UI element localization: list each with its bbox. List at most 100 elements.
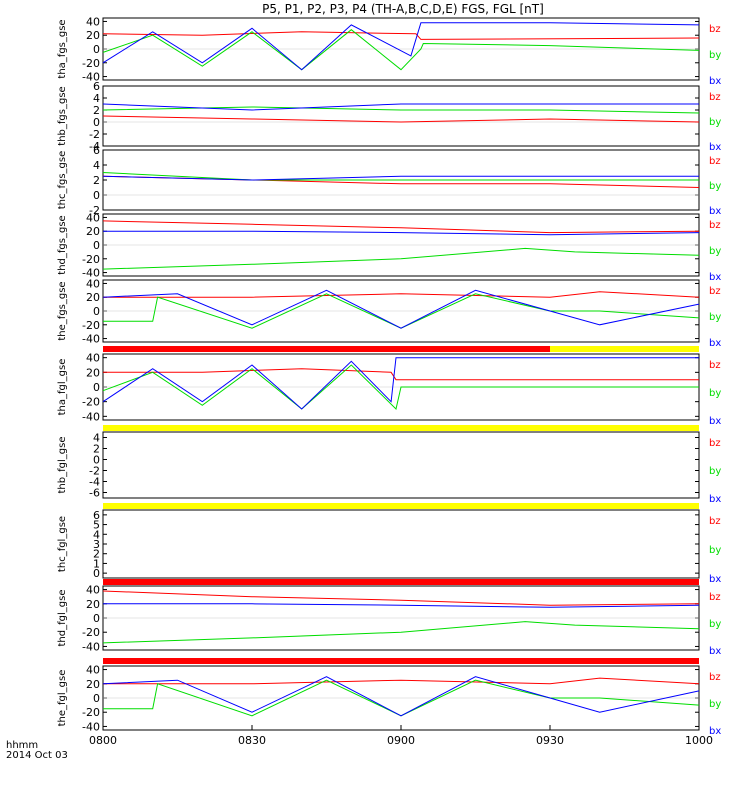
y-tick-label: 20 bbox=[86, 225, 100, 238]
series-bz bbox=[103, 368, 699, 381]
legend-bz: bz bbox=[709, 360, 721, 371]
status-bar-red bbox=[103, 579, 699, 585]
y-tick-label: 1 bbox=[93, 557, 100, 570]
series-bz bbox=[102, 220, 700, 234]
y-tick-label: -20 bbox=[82, 253, 100, 266]
panel-3: 6 4 2 0 -2 thc_fgs_gse bz by bx bbox=[57, 144, 721, 217]
y-axis-label: thd_fgs_gse bbox=[57, 215, 68, 274]
legend-by: by bbox=[709, 545, 721, 556]
legend-by: by bbox=[709, 312, 721, 323]
y-tick-label: 4 bbox=[93, 432, 100, 445]
y-tick-label: 20 bbox=[86, 366, 100, 379]
legend-bx: bx bbox=[709, 272, 721, 283]
status-bar-yellow bbox=[103, 503, 699, 509]
series-by bbox=[102, 621, 700, 644]
series-bx bbox=[102, 22, 700, 71]
series-bz bbox=[103, 291, 700, 298]
x-tick-label: 0900 bbox=[387, 734, 415, 747]
y-tick-label: -20 bbox=[82, 319, 100, 332]
y-tick-label: 40 bbox=[86, 15, 100, 28]
y-tick-label: 20 bbox=[86, 291, 100, 304]
y-tick-label: 0 bbox=[93, 567, 100, 580]
legend-bz: bz bbox=[709, 220, 721, 231]
y-tick-label: 2 bbox=[93, 548, 100, 561]
panel-7: 420-2-4-6 thb_fgl_gse bz by bx bbox=[57, 431, 721, 505]
y-tick-label: 0 bbox=[93, 612, 100, 625]
series-by bbox=[102, 29, 700, 71]
y-tick-label: 40 bbox=[86, 584, 100, 597]
series-bz bbox=[102, 590, 700, 606]
legend-by: by bbox=[709, 388, 721, 399]
series-bx bbox=[102, 676, 700, 717]
y-tick-label: 4 bbox=[93, 528, 100, 541]
legend-bz: bz bbox=[709, 156, 721, 167]
legend-bz: bz bbox=[709, 286, 721, 297]
legend-bx: bx bbox=[709, 142, 721, 153]
y-axis-label: thb_fgs_gse bbox=[57, 86, 68, 145]
y-tick-label: -20 bbox=[82, 626, 100, 639]
legend-by: by bbox=[709, 466, 721, 477]
y-tick-label: 6 bbox=[93, 80, 100, 93]
y-tick-label: -20 bbox=[82, 396, 100, 409]
series-bz bbox=[103, 677, 700, 685]
legend-bx: bx bbox=[709, 726, 721, 737]
y-tick-label: 0 bbox=[93, 239, 100, 252]
x-tick-label: 0930 bbox=[536, 734, 564, 747]
series-bx bbox=[102, 289, 700, 329]
x-tick-label: 0830 bbox=[238, 734, 266, 747]
legend-by: by bbox=[709, 619, 721, 630]
y-axis-label: the_fgs_gse bbox=[57, 281, 68, 340]
status-bar-yellow bbox=[103, 425, 699, 431]
y-tick-label: -40 bbox=[82, 720, 100, 733]
series-bz bbox=[102, 175, 700, 188]
y-tick-label: -4 bbox=[89, 476, 100, 489]
y-tick-label: 0 bbox=[93, 381, 100, 394]
legend-bx: bx bbox=[709, 646, 721, 657]
legend-bz: bz bbox=[709, 672, 721, 683]
y-tick-label: -40 bbox=[82, 410, 100, 423]
y-axis-label: tha_fgs_gse bbox=[57, 19, 68, 78]
y-tick-label: 4 bbox=[93, 159, 100, 172]
legend-bx: bx bbox=[709, 416, 721, 427]
series-by bbox=[102, 172, 699, 181]
y-axis-label: thd_fgl_gse bbox=[57, 590, 68, 647]
y-tick-label: -40 bbox=[82, 333, 100, 346]
y-tick-label: 6 bbox=[93, 509, 100, 522]
y-tick-label: -20 bbox=[82, 57, 100, 70]
y-tick-label: -4 bbox=[89, 140, 100, 153]
legend-bx: bx bbox=[709, 206, 721, 217]
legend-by: by bbox=[709, 50, 721, 61]
y-axis-label: the_fgl_gse bbox=[57, 670, 68, 727]
y-tick-label: 4 bbox=[93, 92, 100, 105]
x-tick-label: 1000 bbox=[685, 734, 713, 747]
legend-bx: bx bbox=[709, 574, 721, 585]
x-axis: 0800 0830 0900 0930 1000 bbox=[89, 725, 713, 747]
series-by bbox=[103, 293, 700, 329]
series-bz bbox=[102, 31, 700, 40]
y-tick-label: 2 bbox=[93, 104, 100, 117]
y-tick-label: -2 bbox=[89, 204, 100, 217]
y-tick-label: -40 bbox=[82, 71, 100, 84]
series-by bbox=[103, 679, 700, 717]
y-tick-label: -40 bbox=[82, 267, 100, 280]
legend-bz: bz bbox=[709, 516, 721, 527]
y-tick-label: 20 bbox=[86, 678, 100, 691]
series-bx bbox=[102, 103, 699, 111]
y-tick-label: -2 bbox=[89, 128, 100, 141]
series-bx bbox=[103, 603, 700, 608]
series-bx bbox=[102, 357, 699, 410]
separators bbox=[103, 346, 699, 664]
y-tick-label: 20 bbox=[86, 29, 100, 42]
y-tick-label: 40 bbox=[86, 277, 100, 290]
legend-by: by bbox=[709, 699, 721, 710]
y-tick-label: 20 bbox=[86, 598, 100, 611]
y-tick-label: -40 bbox=[82, 640, 100, 653]
